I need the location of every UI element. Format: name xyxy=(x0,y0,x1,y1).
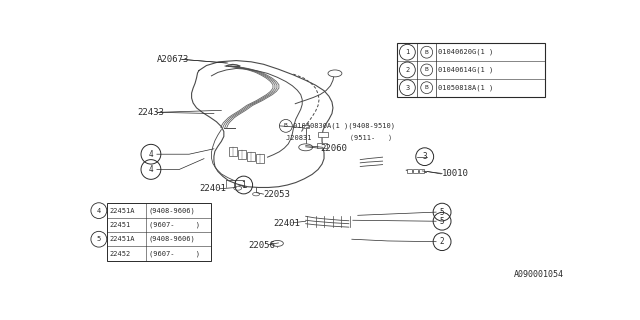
Text: B: B xyxy=(284,124,288,128)
Text: (9408-9606): (9408-9606) xyxy=(149,236,196,243)
Circle shape xyxy=(299,144,312,151)
Text: B: B xyxy=(425,50,429,55)
Text: 01040620G(1 ): 01040620G(1 ) xyxy=(438,49,493,55)
Text: (9607-     ): (9607- ) xyxy=(149,250,200,257)
Text: 22401: 22401 xyxy=(273,219,300,228)
Text: 4: 4 xyxy=(97,208,101,214)
Bar xyxy=(237,150,246,159)
Bar xyxy=(318,132,328,137)
Text: 4: 4 xyxy=(148,165,153,174)
Circle shape xyxy=(271,240,284,246)
Circle shape xyxy=(328,70,342,77)
Text: 01050818A(1 ): 01050818A(1 ) xyxy=(438,84,493,91)
Text: 01040614G(1 ): 01040614G(1 ) xyxy=(438,67,493,73)
Text: (9408-9606): (9408-9606) xyxy=(149,207,196,214)
Bar xyxy=(302,125,309,128)
Circle shape xyxy=(253,192,260,196)
Text: 22452: 22452 xyxy=(109,251,131,257)
Bar xyxy=(229,147,237,156)
Text: A20673: A20673 xyxy=(157,55,189,64)
Text: 10010: 10010 xyxy=(442,169,469,179)
Text: 2: 2 xyxy=(405,67,410,73)
Text: 2: 2 xyxy=(440,237,444,246)
Text: (9607-     ): (9607- ) xyxy=(149,222,200,228)
Text: 3: 3 xyxy=(405,85,410,91)
Text: 5: 5 xyxy=(440,217,444,226)
Text: 22433: 22433 xyxy=(137,108,164,117)
Text: J20831         ⟨9511-   ⟩: J20831 ⟨9511- ⟩ xyxy=(286,135,392,141)
Bar xyxy=(413,170,419,173)
Bar xyxy=(419,170,424,173)
Text: 1: 1 xyxy=(405,49,410,55)
Text: 22451: 22451 xyxy=(109,222,131,228)
Text: 22056: 22056 xyxy=(249,241,275,250)
Text: B: B xyxy=(425,68,429,72)
Text: B: B xyxy=(425,85,429,90)
Text: A090001054: A090001054 xyxy=(513,270,564,279)
Bar xyxy=(317,143,327,148)
Text: 1: 1 xyxy=(241,180,246,189)
Bar xyxy=(397,43,545,97)
Bar xyxy=(107,204,211,261)
Text: 22053: 22053 xyxy=(264,190,291,199)
Text: 22060: 22060 xyxy=(321,144,348,153)
Bar xyxy=(246,152,255,161)
Text: 5: 5 xyxy=(97,236,101,242)
Bar xyxy=(255,154,264,163)
Text: 3: 3 xyxy=(422,152,427,161)
Circle shape xyxy=(234,186,242,190)
Text: 22451A: 22451A xyxy=(109,208,135,214)
Text: 01050830A(1 )(9408-9510): 01050830A(1 )(9408-9510) xyxy=(293,123,396,129)
Bar xyxy=(408,170,412,173)
Text: 22451A: 22451A xyxy=(109,236,135,242)
Text: 22401: 22401 xyxy=(199,184,226,193)
Text: 4: 4 xyxy=(148,150,153,159)
Text: 5: 5 xyxy=(440,208,444,217)
